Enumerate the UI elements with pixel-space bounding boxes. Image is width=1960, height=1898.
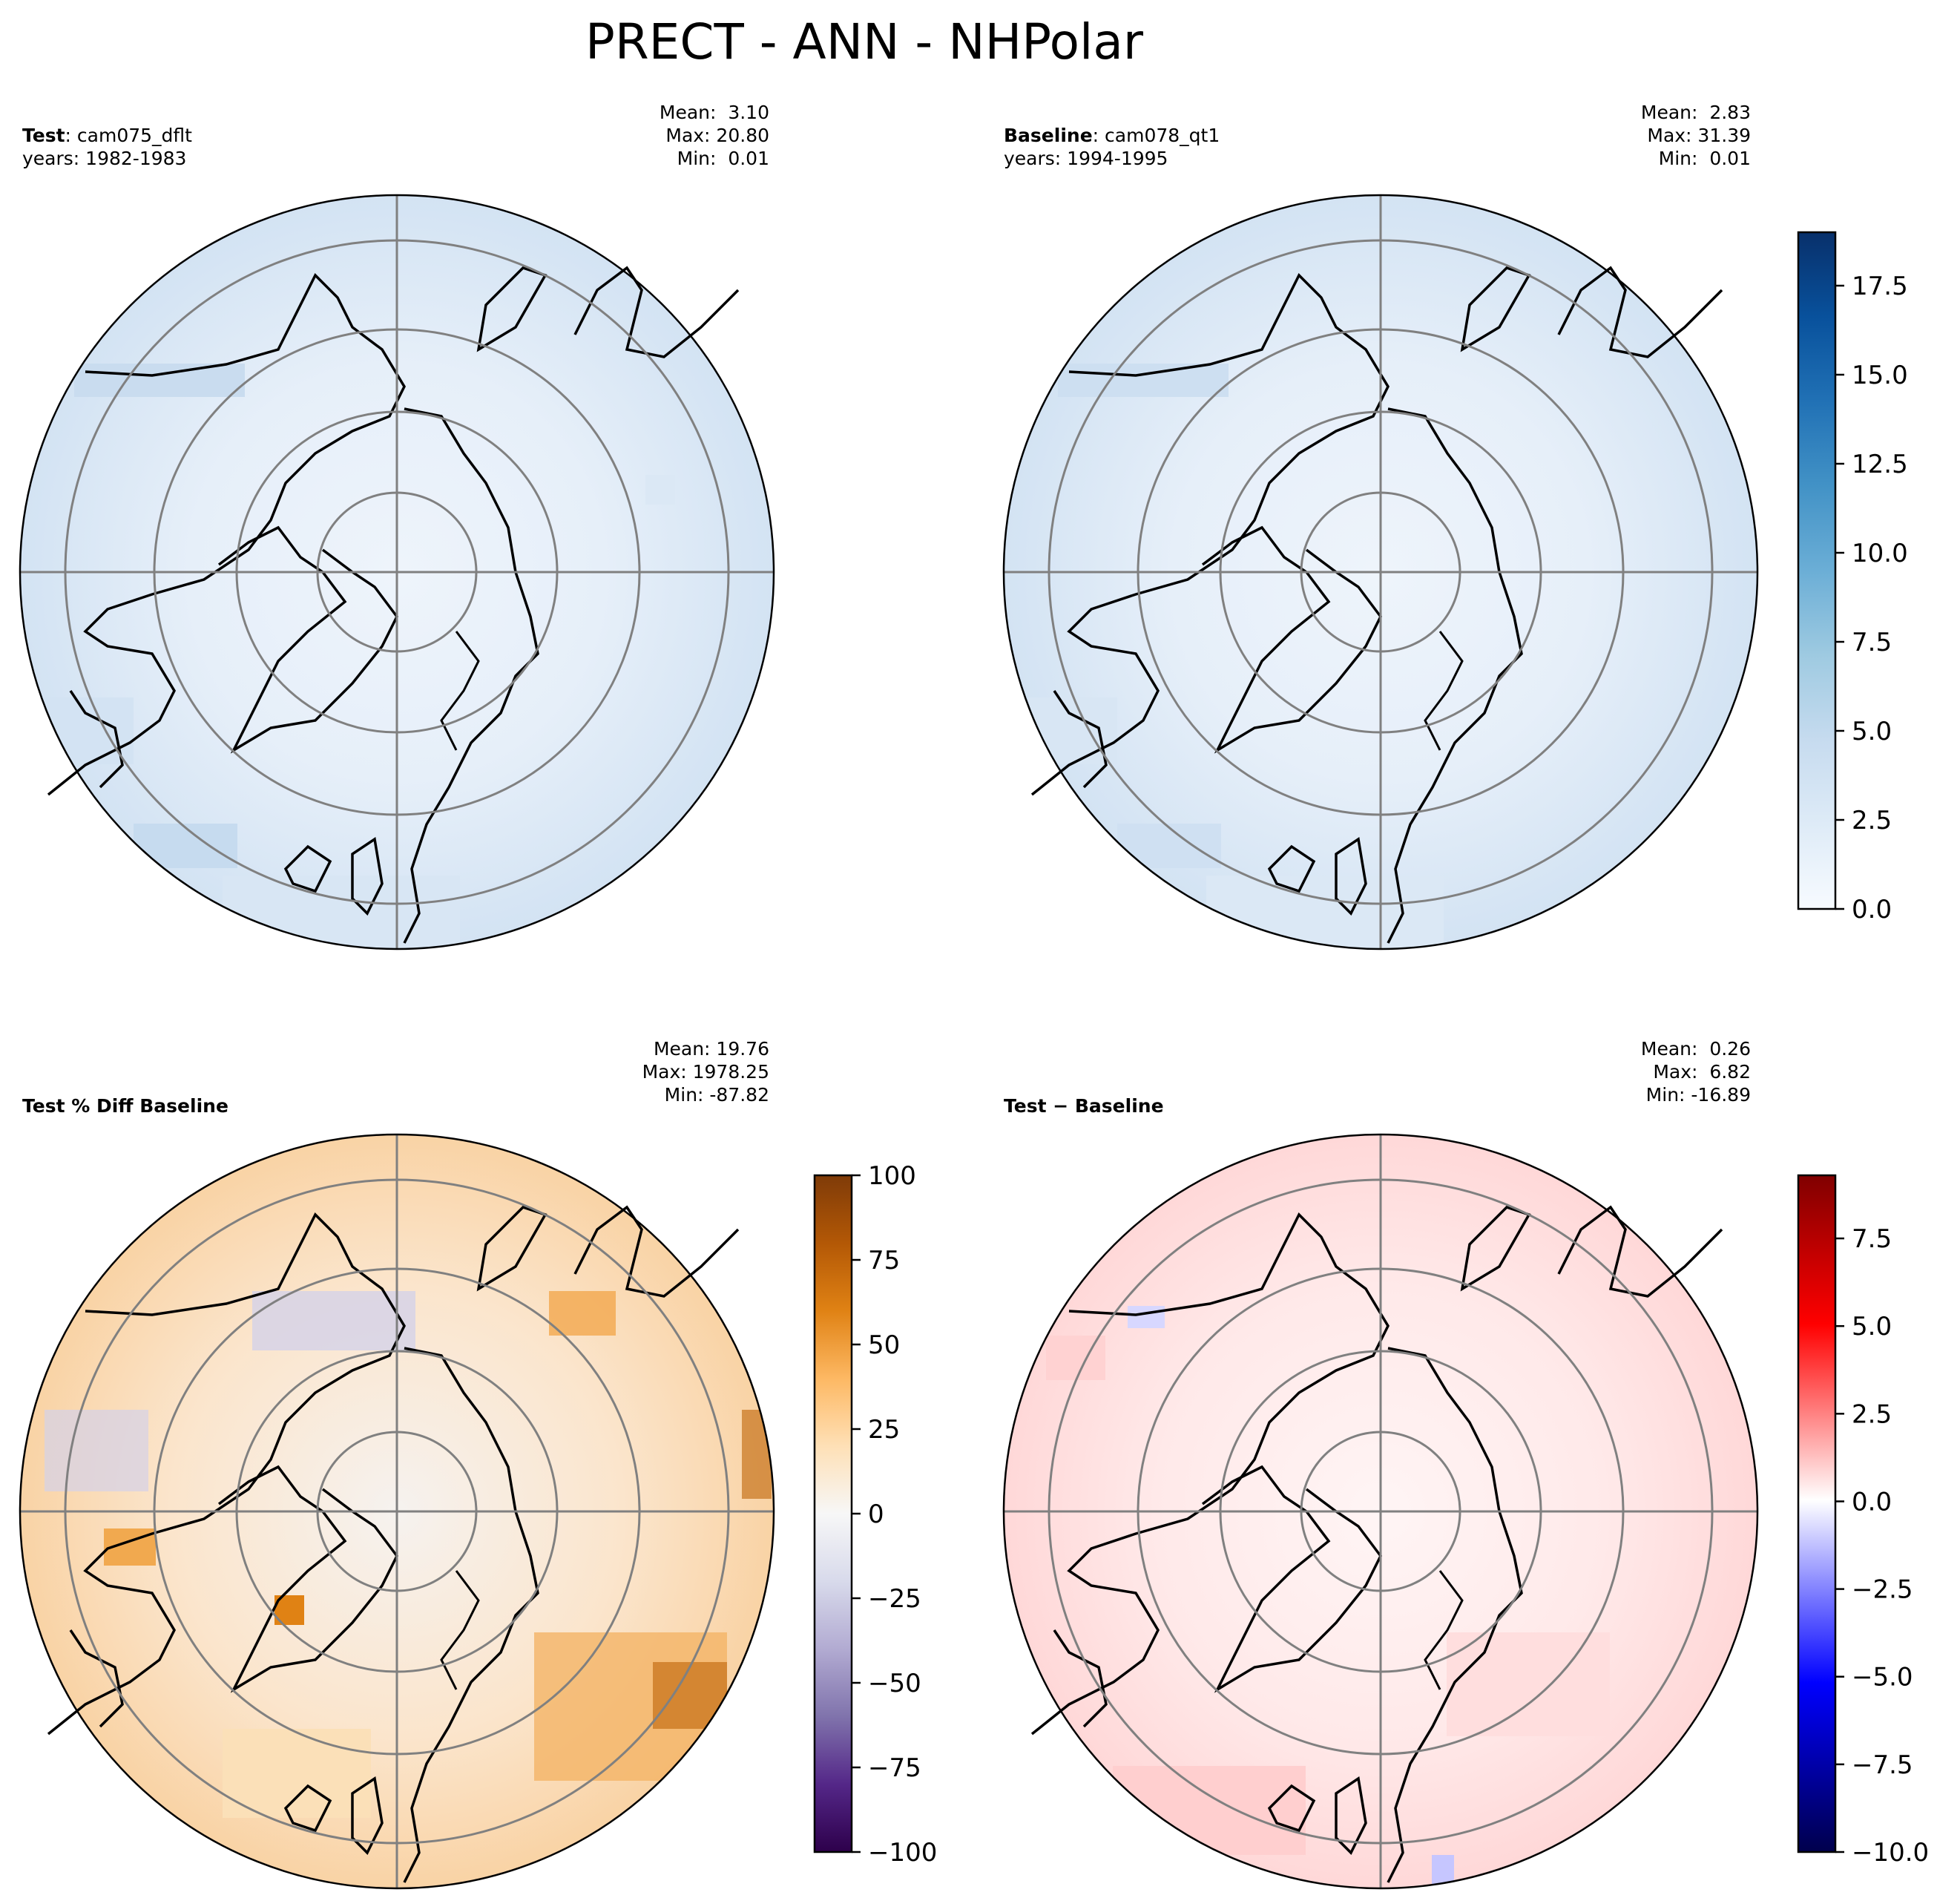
diff-map (1002, 1133, 1759, 1890)
diff-stats: Mean: 0.26 Max: 6.82 Min: -16.89 (1641, 1037, 1751, 1106)
test-max: Max: 20.80 (665, 125, 769, 146)
colorbar-blues-tick-label: 12.5 (1852, 450, 1908, 479)
diff-map-border (1002, 1133, 1759, 1890)
colorbar-blues-ticks: 0.0 2.5 5.0 7.5 10.0 12.5 15.0 17.5 (1835, 272, 1908, 925)
test-label-case: cam075_dflt (76, 125, 192, 146)
pctdiff-label-block: Test % Diff Baseline (22, 1094, 228, 1117)
diff-map-cells (1046, 1306, 1610, 1885)
baseline-min: Min: 0.01 (1658, 148, 1751, 169)
baseline-map (1002, 194, 1759, 950)
colorbar-blues-tick-label: 17.5 (1852, 272, 1908, 301)
test-map-border (19, 194, 775, 950)
colorbar-blues-tick-label: 2.5 (1852, 806, 1892, 835)
pctdiff-map (19, 1133, 775, 1890)
baseline-label-case: cam078_qt1 (1105, 125, 1220, 146)
colorbar-puor-tick-label: 0 (868, 1500, 884, 1529)
colorbar-puor: −100 −75 −50 −25 0 25 50 75 100 (813, 1161, 937, 1868)
baseline-max: Max: 31.39 (1647, 125, 1751, 146)
pctdiff-label-bold: Test % Diff Baseline (22, 1095, 228, 1117)
colorbar-seismic-tick-label: −7.5 (1852, 1750, 1913, 1780)
test-label-block: Test: cam075_dflt years: 1982-1983 (22, 124, 192, 170)
baseline-graticule (1004, 195, 1757, 949)
figure-title: PRECT - ANN - NHPolar (585, 13, 1143, 70)
colorbar-seismic-ticks: −10.0 −7.5 −5.0 −2.5 0.0 2.5 5.0 7.5 (1835, 1224, 1929, 1868)
test-label-bold: Test (22, 125, 65, 146)
colorbar-seismic-bar (1797, 1174, 1837, 1853)
colorbar-blues-tick-label: 0.0 (1852, 895, 1892, 925)
colorbar-puor-bar (813, 1174, 853, 1853)
pctdiff-map-border (19, 1133, 775, 1890)
test-graticule (20, 195, 774, 949)
diff-label-bold: Test − Baseline (1004, 1095, 1164, 1117)
diff-max: Max: 6.82 (1653, 1061, 1751, 1083)
colorbar-blues-tick-label: 5.0 (1852, 717, 1892, 746)
colorbar-seismic-tick-label: 0.0 (1852, 1487, 1892, 1517)
diff-mean: Mean: 0.26 (1640, 1038, 1751, 1060)
colorbar-puor-tick-label: −25 (868, 1584, 921, 1614)
baseline-mean: Mean: 2.83 (1640, 102, 1751, 123)
baseline-label-sep: : (1092, 125, 1105, 146)
colorbar-puor-tick-label: −50 (868, 1669, 921, 1698)
colorbar-puor-tick-label: 50 (868, 1330, 900, 1360)
test-min: Min: 0.01 (677, 148, 769, 169)
colorbar-blues-tick-label: 7.5 (1852, 628, 1892, 657)
colorbar-seismic-tick-label: 5.0 (1852, 1312, 1892, 1342)
colorbar-puor-tick-label: 25 (868, 1415, 900, 1445)
baseline-years: years: 1994-1995 (1004, 148, 1168, 169)
baseline-label-block: Baseline: cam078_qt1 years: 1994-1995 (1004, 124, 1220, 170)
colorbar-blues: 0.0 2.5 5.0 7.5 10.0 12.5 15.0 17.5 (1797, 231, 1908, 925)
pctdiff-max: Max: 1978.25 (642, 1061, 769, 1083)
pctdiff-graticule (20, 1134, 774, 1888)
colorbar-blues-tick-label: 15.0 (1852, 361, 1908, 390)
baseline-label-bold: Baseline (1004, 125, 1093, 146)
colorbar-seismic-tick-label: −10.0 (1852, 1838, 1929, 1868)
pctdiff-min: Min: -87.82 (664, 1084, 769, 1106)
colorbar-blues-tick-label: 10.0 (1852, 539, 1908, 568)
test-map (19, 194, 775, 950)
colorbar-seismic: −10.0 −7.5 −5.0 −2.5 0.0 2.5 5.0 7.5 (1797, 1174, 1929, 1868)
baseline-map-border (1002, 194, 1759, 950)
baseline-stats: Mean: 2.83 Max: 31.39 Min: 0.01 (1641, 101, 1751, 170)
colorbar-seismic-tick-label: −5.0 (1852, 1663, 1913, 1692)
diff-label-block: Test − Baseline (1004, 1094, 1164, 1117)
colorbar-seismic-tick-label: 2.5 (1852, 1399, 1892, 1429)
diff-graticule (1004, 1134, 1757, 1888)
colorbar-puor-ticks: −100 −75 −50 −25 0 25 50 75 100 (852, 1161, 937, 1868)
test-label-sep: : (65, 125, 77, 146)
colorbar-puor-tick-label: 100 (868, 1161, 916, 1191)
colorbar-puor-tick-label: −100 (868, 1838, 937, 1868)
colorbar-blues-bar (1797, 231, 1837, 910)
pctdiff-mean: Mean: 19.76 (653, 1038, 769, 1060)
pctdiff-stats: Mean: 19.76 Max: 1978.25 Min: -87.82 (642, 1037, 769, 1106)
colorbar-puor-tick-label: 75 (868, 1246, 900, 1275)
test-mean: Mean: 3.10 (659, 102, 769, 123)
pctdiff-coastlines (47, 1205, 740, 1883)
colorbar-puor-tick-label: −75 (868, 1753, 921, 1783)
test-years: years: 1982-1983 (22, 148, 187, 169)
diff-min: Min: -16.89 (1645, 1084, 1751, 1106)
test-stats: Mean: 3.10 Max: 20.80 Min: 0.01 (660, 101, 769, 170)
colorbar-seismic-tick-label: 7.5 (1852, 1224, 1892, 1254)
colorbar-seismic-tick-label: −2.5 (1852, 1575, 1913, 1605)
